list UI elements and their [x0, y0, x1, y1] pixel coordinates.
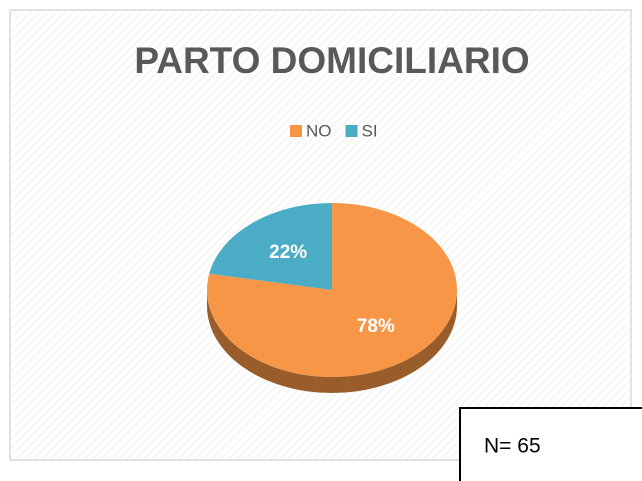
legend-swatch	[290, 125, 302, 137]
legend: NO SI	[290, 121, 378, 140]
data-label: 78%	[357, 316, 395, 337]
chart-title: PARTO DOMICILIARIO	[134, 40, 529, 81]
pie-side	[207, 290, 457, 393]
annotation-box	[459, 407, 642, 481]
annotation: N= 65	[484, 435, 541, 458]
pie-slice	[209, 203, 332, 290]
legend-swatch	[345, 125, 358, 137]
legend-label: SI	[362, 121, 378, 140]
data-label: 22%	[269, 242, 307, 263]
legend-label: NO	[306, 121, 332, 140]
pie: 78% 22%	[206, 203, 458, 393]
